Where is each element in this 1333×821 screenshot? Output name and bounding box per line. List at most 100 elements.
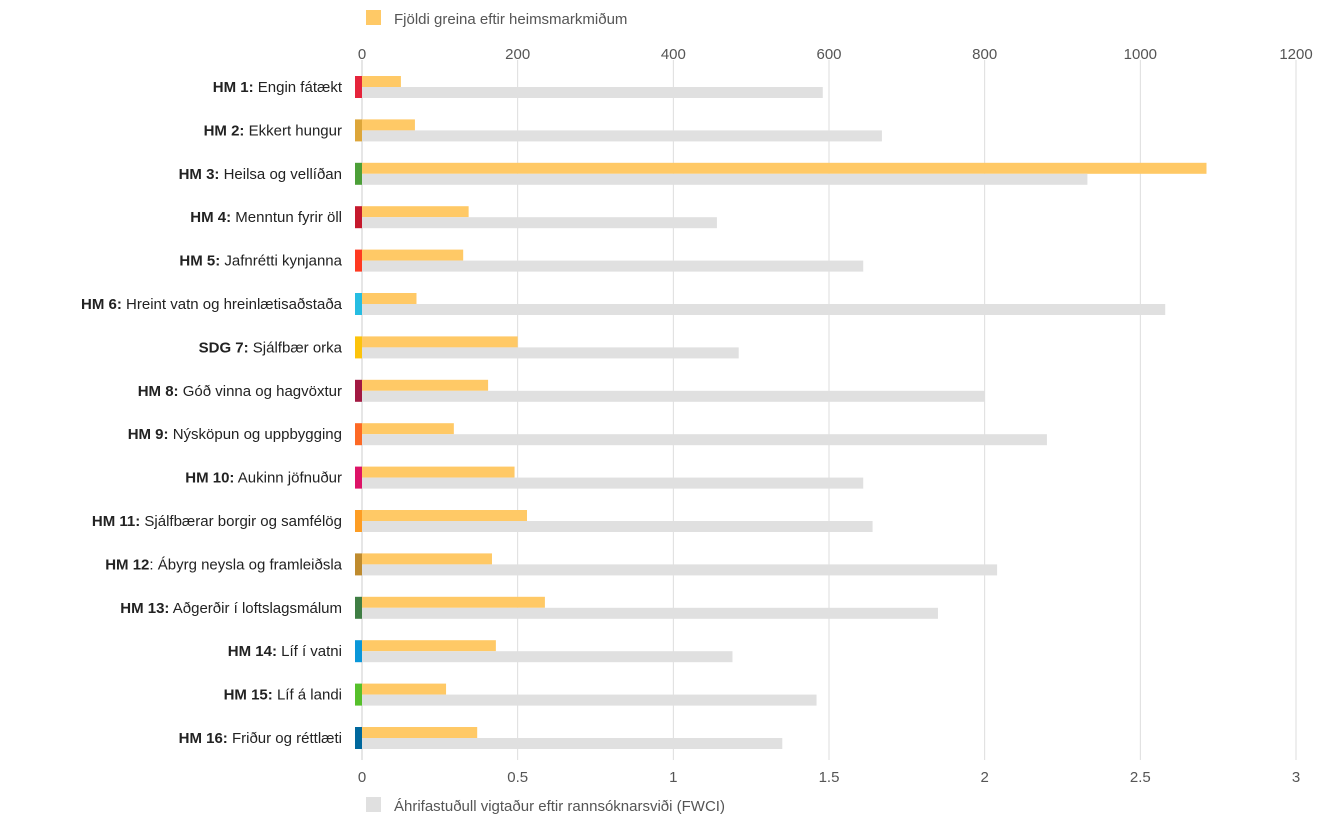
- category-label: HM 6: Hreint vatn og hreinlætisaðstaða: [81, 296, 343, 313]
- category-name: Engin fátækt: [254, 79, 343, 96]
- bar-article-count: [362, 683, 447, 695]
- top-tick-label: 1200: [1279, 46, 1312, 63]
- bars-layer: [355, 76, 1207, 749]
- legend-label-fwci: Áhrifastuðull vigtaður eftir rannsóknars…: [394, 798, 725, 815]
- category-label: HM 3: Heilsa og vellíðan: [179, 166, 342, 183]
- bar-fwci: [362, 130, 882, 142]
- legend-swatch-fwci: [366, 797, 381, 812]
- category-name: Nýsköpun og uppbygging: [169, 426, 342, 443]
- bar-article-count: [362, 119, 415, 131]
- category-name: Líf í vatni: [277, 643, 342, 660]
- bottom-tick-label: 0: [358, 769, 366, 786]
- category-label: HM 14: Líf í vatni: [228, 643, 342, 660]
- category-label: HM 2: Ekkert hungur: [204, 122, 342, 139]
- bar-fwci: [362, 347, 739, 359]
- bar-fwci: [362, 694, 817, 706]
- bar-fwci: [362, 651, 733, 663]
- bar-fwci: [362, 304, 1166, 315]
- top-tick-label: 1000: [1124, 46, 1157, 63]
- bar-fwci: [362, 564, 998, 576]
- category-name: Aukinn jöfnuður: [234, 470, 342, 487]
- category-label: HM 5: Jafnrétti kynjanna: [179, 253, 342, 270]
- category-code: HM 8:: [138, 383, 179, 400]
- sdg-color-chip: [355, 206, 362, 229]
- category-code: HM 6:: [81, 296, 122, 313]
- bar-article-count: [362, 379, 489, 391]
- category-label: SDG 7: Sjálfbær orka: [199, 339, 343, 356]
- bar-fwci: [362, 87, 823, 98]
- bottom-tick-label: 3: [1292, 769, 1300, 786]
- category-code: SDG 7:: [199, 339, 249, 356]
- axes-layer: 0 200 400 600 800 1000 1200 0 0.5 1 1.5 2 2.5 3: [358, 46, 1313, 786]
- legend-label-article-count: Fjöldi greina eftir heimsmarkmiðum: [394, 11, 627, 28]
- sdg-color-chip: [355, 76, 362, 98]
- category-name: Sjálfbær orka: [249, 339, 343, 356]
- top-tick-label: 800: [972, 46, 997, 63]
- category-name: Aðgerðir í loftslagsmálum: [169, 600, 342, 617]
- bar-article-count: [362, 206, 469, 218]
- category-label: HM 12: Ábyrg neysla og framleiðsla: [105, 556, 342, 573]
- bar-fwci: [362, 390, 985, 402]
- category-code: HM 9:: [128, 426, 169, 443]
- top-tick-label: 400: [661, 46, 686, 63]
- bar-article-count: [362, 336, 518, 348]
- category-name: : Ábyrg neysla og framleiðsla: [149, 556, 342, 573]
- bar-article-count: [362, 466, 515, 478]
- category-name: Heilsa og vellíðan: [219, 166, 342, 183]
- top-tick-label: 200: [505, 46, 530, 63]
- category-code: HM 12: [105, 556, 149, 573]
- bar-article-count: [362, 596, 545, 608]
- bar-fwci: [362, 260, 864, 272]
- category-name: Hreint vatn og hreinlætisaðstaða: [122, 296, 343, 313]
- bottom-tick-label: 0.5: [507, 769, 528, 786]
- bar-article-count: [362, 510, 528, 521]
- category-code: HM 5:: [179, 253, 220, 270]
- category-name: Góð vinna og hagvöxtur: [179, 383, 342, 400]
- legend-swatch-article-count: [366, 10, 381, 25]
- category-label: HM 9: Nýsköpun og uppbygging: [128, 426, 342, 443]
- category-label: HM 16: Friður og réttlæti: [179, 730, 342, 747]
- category-code: HM 1:: [213, 79, 254, 96]
- sdg-color-chip: [355, 683, 362, 706]
- category-label: HM 10: Aukinn jöfnuður: [185, 470, 342, 487]
- sdg-color-chip: [355, 466, 362, 489]
- category-code: HM 11:: [92, 513, 140, 530]
- bar-article-count: [362, 423, 454, 435]
- bar-article-count: [362, 249, 464, 261]
- bar-article-count: [362, 293, 417, 304]
- sdg-color-chip: [355, 379, 362, 402]
- category-code: HM 3:: [179, 166, 220, 183]
- bar-fwci: [362, 738, 783, 749]
- category-label: HM 11: Sjálfbærar borgir og samfélög: [92, 513, 342, 530]
- category-name: Ekkert hungur: [244, 122, 342, 139]
- sdg-color-chip: [355, 510, 362, 532]
- category-name: Menntun fyrir öll: [231, 209, 342, 226]
- bottom-tick-label: 1: [669, 769, 677, 786]
- category-label: HM 8: Góð vinna og hagvöxtur: [138, 383, 342, 400]
- bar-fwci: [362, 477, 864, 489]
- bottom-tick-label: 1.5: [819, 769, 840, 786]
- sdg-color-chip: [355, 249, 362, 272]
- bar-article-count: [362, 76, 401, 87]
- sdg-color-chip: [355, 119, 362, 142]
- legend-layer: Fjöldi greina eftir heimsmarkmiðum Áhrifa…: [366, 10, 725, 815]
- category-code: HM 14:: [228, 643, 277, 660]
- bar-fwci: [362, 521, 873, 532]
- bottom-tick-label: 2: [980, 769, 988, 786]
- bar-fwci: [362, 217, 717, 229]
- category-code: HM 4:: [190, 209, 231, 226]
- bar-fwci: [362, 434, 1047, 446]
- category-name: Líf á landi: [273, 687, 342, 704]
- category-code: HM 15:: [224, 687, 273, 704]
- sdg-color-chip: [355, 162, 362, 185]
- category-code: HM 10:: [185, 470, 234, 487]
- sdg-color-chip: [355, 553, 362, 576]
- bottom-tick-label: 2.5: [1130, 769, 1151, 786]
- category-name: Jafnrétti kynjanna: [220, 253, 342, 270]
- category-label: HM 1: Engin fátækt: [213, 79, 343, 96]
- bar-fwci: [362, 607, 938, 619]
- category-code: HM 16:: [179, 730, 228, 747]
- category-label: HM 4: Menntun fyrir öll: [190, 209, 342, 226]
